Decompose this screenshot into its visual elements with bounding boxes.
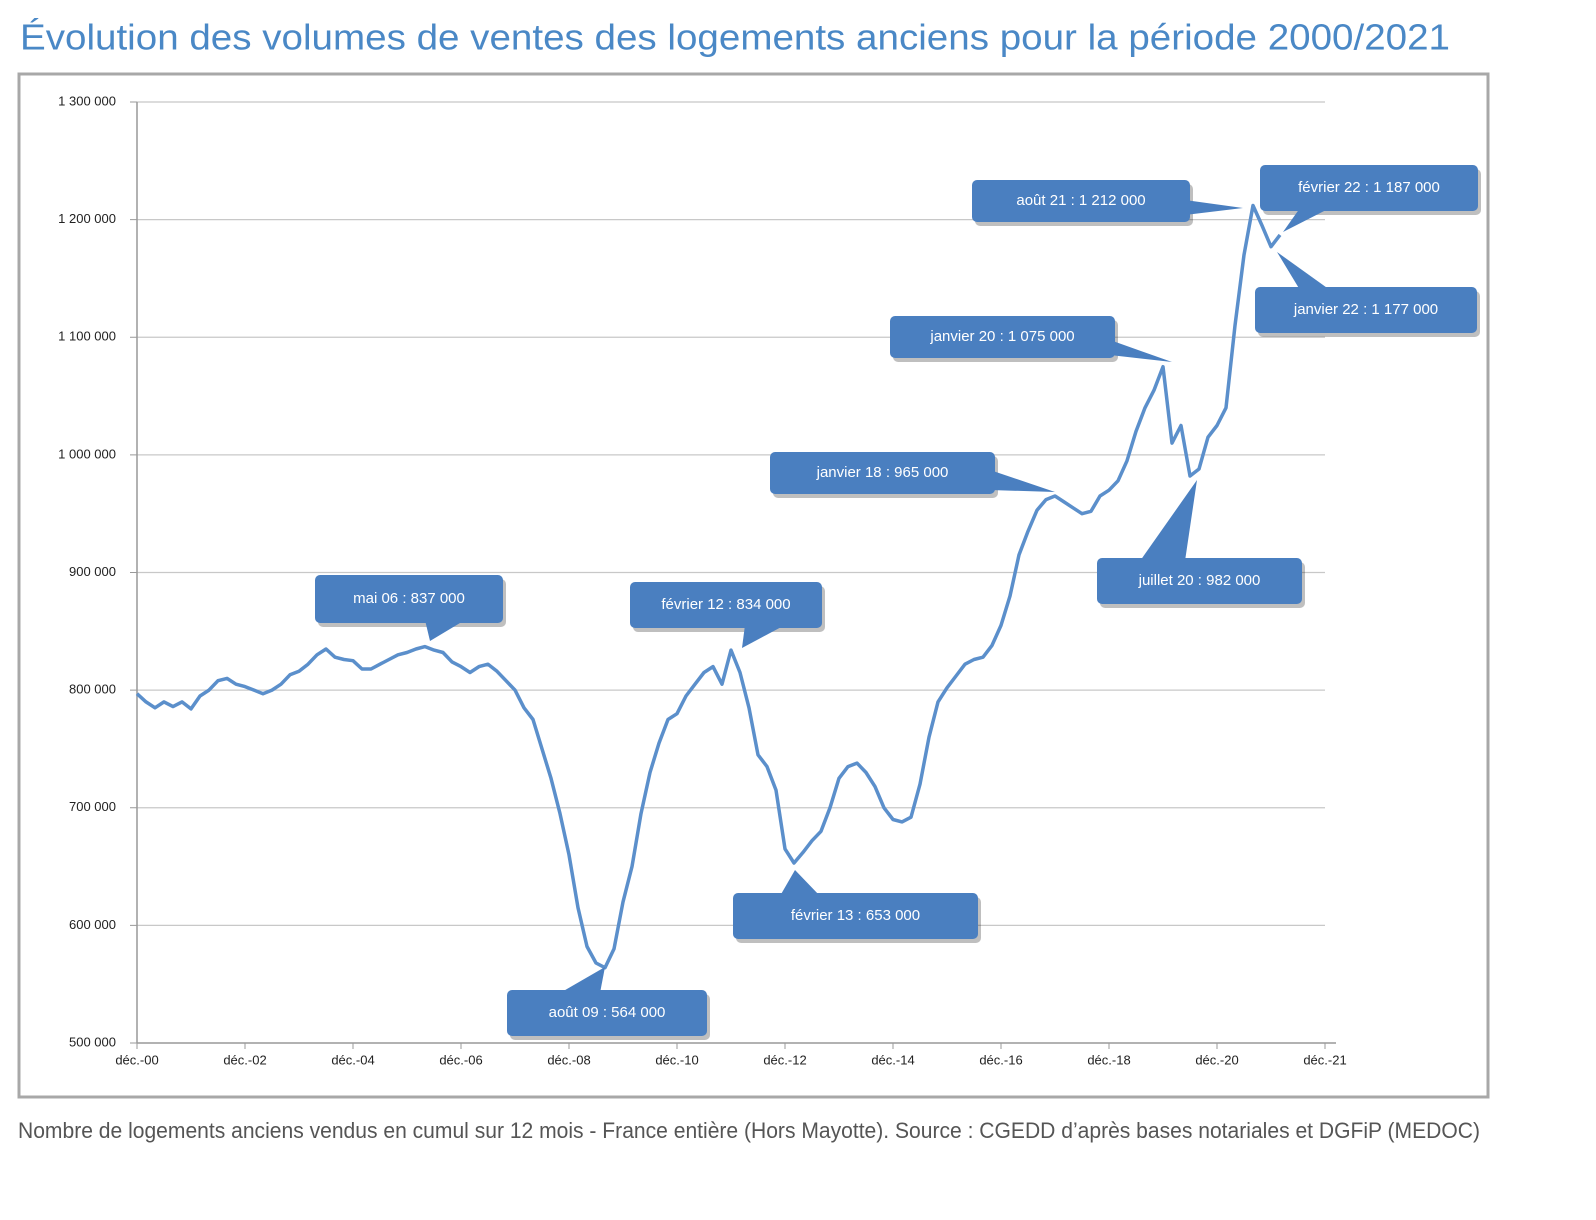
x-tick-label: déc.-06 [439,1052,482,1067]
callout: février 22 : 1 187 000 [1260,165,1481,232]
callout-box [1255,287,1477,333]
y-tick-label: 1 300 000 [58,93,116,108]
callout-label: février 13 : 653 000 [791,907,920,924]
callout-pointer [1277,252,1330,290]
callout-box [972,180,1190,222]
x-tick-label: déc.-04 [331,1052,374,1067]
callout-box [733,893,978,939]
y-tick-label: 600 000 [69,917,116,932]
callout-box [770,452,995,494]
callout: janvier 22 : 1 177 000 [1255,252,1480,337]
x-tick-label: déc.-12 [763,1052,806,1067]
callout-box [630,582,822,628]
callout-pointer [1185,200,1243,215]
callout-box [315,575,503,623]
x-tick-label: déc.-20 [1195,1052,1238,1067]
x-tick-label: déc.-02 [223,1052,266,1067]
y-tick-label: 1 100 000 [58,329,116,344]
callout-pointer [560,967,605,993]
callout-label: janvier 18 : 965 000 [816,464,949,481]
callout: août 09 : 564 000 [507,967,710,1040]
x-tick-label: déc.-08 [547,1052,590,1067]
callout-label: janvier 20 : 1 075 000 [929,328,1074,345]
x-tick-label: déc.-21 [1303,1052,1346,1067]
x-tick-label: déc.-18 [1087,1052,1130,1067]
y-tick-label: 1 000 000 [58,446,116,461]
x-tick-label: déc.-14 [871,1052,914,1067]
callout: février 13 : 653 000 [733,870,981,943]
callout-label: février 22 : 1 187 000 [1298,179,1440,196]
callout-label: août 09 : 564 000 [549,1004,666,1021]
callout-box [1260,165,1478,211]
callout-pointer [425,620,465,641]
callout-pointer [1140,480,1197,561]
y-tick-label: 500 000 [69,1034,116,1049]
callout-pointer [742,625,785,648]
callout: février 12 : 834 000 [630,582,825,648]
callout-box [507,990,707,1036]
callout-pointer [1110,340,1172,362]
callout-label: juillet 20 : 982 000 [1138,572,1261,589]
caption: Nombre de logements anciens vendus en cu… [18,1118,1480,1143]
y-tick-label: 1 200 000 [58,211,116,226]
y-tick-label: 700 000 [69,799,116,814]
callout-box [1097,558,1302,604]
callout-label: janvier 22 : 1 177 000 [1293,301,1438,318]
callout: juillet 20 : 982 000 [1097,480,1305,608]
callout-pointer [990,470,1055,492]
callout-pointer [1283,208,1330,232]
callout: janvier 20 : 1 075 000 [890,316,1172,362]
callout: mai 06 : 837 000 [315,575,506,641]
y-tick-label: 800 000 [69,682,116,697]
data-line [135,203,1282,970]
x-tick-label: déc.-16 [979,1052,1022,1067]
y-tick-label: 900 000 [69,564,116,579]
callout-pointer [780,870,820,896]
callout-label: février 12 : 834 000 [661,596,790,613]
callout-box [890,316,1115,358]
chart-title: Évolution des volumes de ventes des loge… [20,17,1450,58]
callout-label: mai 06 : 837 000 [353,590,465,607]
callout: août 21 : 1 212 000 [972,180,1243,226]
callout: janvier 18 : 965 000 [770,452,1055,498]
callout-label: août 21 : 1 212 000 [1016,192,1145,209]
x-tick-label: déc.-10 [655,1052,698,1067]
x-tick-label: déc.-00 [115,1052,158,1067]
